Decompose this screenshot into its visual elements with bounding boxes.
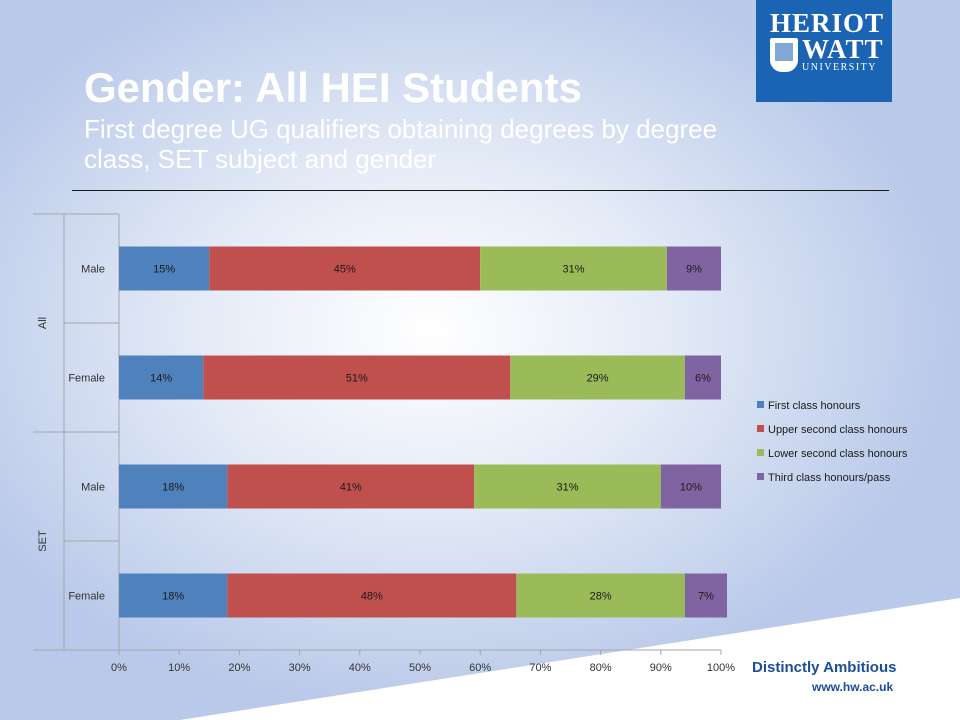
bar-segment: [666, 246, 721, 291]
bar-segment: [227, 573, 517, 618]
x-tick-label: 20%: [228, 662, 250, 674]
slide-subtitle: First degree UG qualifiers obtaining deg…: [84, 114, 718, 174]
bar-segment: [119, 246, 210, 291]
group-label: SET: [37, 530, 49, 552]
bar-segment: [516, 573, 685, 618]
legend-swatch: [757, 401, 764, 408]
legend-label: Third class honours/pass: [768, 472, 891, 484]
data-label: 14%: [150, 373, 172, 385]
logo-line-2: WATT: [802, 34, 884, 64]
category-label: Female: [68, 591, 105, 603]
bar-segment: [119, 355, 204, 400]
bar-segment: [227, 464, 475, 509]
data-label: 51%: [346, 373, 368, 385]
bar-segment: [510, 355, 685, 400]
category-label: Female: [68, 373, 105, 385]
bar-segment: [203, 355, 511, 400]
legend-label: First class honours: [768, 400, 861, 412]
title-divider: [72, 190, 889, 191]
footer-url[interactable]: www.hw.ac.uk: [812, 680, 894, 694]
x-tick-label: 0%: [111, 662, 127, 674]
x-tick-label: 60%: [469, 662, 491, 674]
legend-label: Lower second class honours: [768, 448, 908, 460]
x-tick-label: 30%: [289, 662, 311, 674]
footer-tagline: Distinctly Ambitious: [752, 659, 897, 676]
x-tick-label: 40%: [349, 662, 371, 674]
data-label: 18%: [162, 482, 184, 494]
bar-segment: [684, 355, 721, 400]
data-label: 48%: [361, 591, 383, 603]
bar-segment: [119, 573, 228, 618]
x-tick-label: 70%: [529, 662, 551, 674]
crest-icon: [770, 38, 798, 72]
category-label: Male: [81, 482, 105, 494]
group-label: All: [37, 317, 49, 329]
data-label: 6%: [695, 373, 711, 385]
bar-segment: [684, 573, 728, 618]
x-tick-label: 10%: [168, 662, 190, 674]
category-label: Male: [81, 264, 105, 276]
data-label: 29%: [587, 373, 609, 385]
data-label: 7%: [698, 591, 714, 603]
bar-segment: [119, 464, 228, 509]
x-tick-label: 80%: [590, 662, 612, 674]
data-label: 18%: [162, 591, 184, 603]
legend-swatch: [757, 449, 764, 456]
bar-segment: [480, 246, 667, 291]
slide-title: Gender: All HEI Students: [84, 64, 582, 111]
data-label: 9%: [686, 264, 702, 276]
bar-segment: [209, 246, 481, 291]
logo-line-1: HERIOT: [770, 8, 885, 38]
data-label: 41%: [340, 482, 362, 494]
data-label: 28%: [590, 591, 612, 603]
x-tick-label: 100%: [707, 662, 735, 674]
bar-segment: [660, 464, 721, 509]
legend-label: Upper second class honours: [768, 424, 908, 436]
legend-swatch: [757, 425, 764, 432]
x-tick-label: 90%: [650, 662, 672, 674]
x-tick-label: 50%: [409, 662, 431, 674]
data-label: 45%: [334, 264, 356, 276]
logo-line-3: UNIVERSITY: [802, 62, 877, 73]
legend-swatch: [757, 473, 764, 480]
data-label: 31%: [556, 482, 578, 494]
heriot-watt-logo: HERIOT WATT UNIVERSITY: [756, 0, 892, 102]
data-label: 10%: [680, 482, 702, 494]
data-label: 31%: [562, 264, 584, 276]
bar-segment: [474, 464, 661, 509]
data-label: 15%: [153, 264, 175, 276]
